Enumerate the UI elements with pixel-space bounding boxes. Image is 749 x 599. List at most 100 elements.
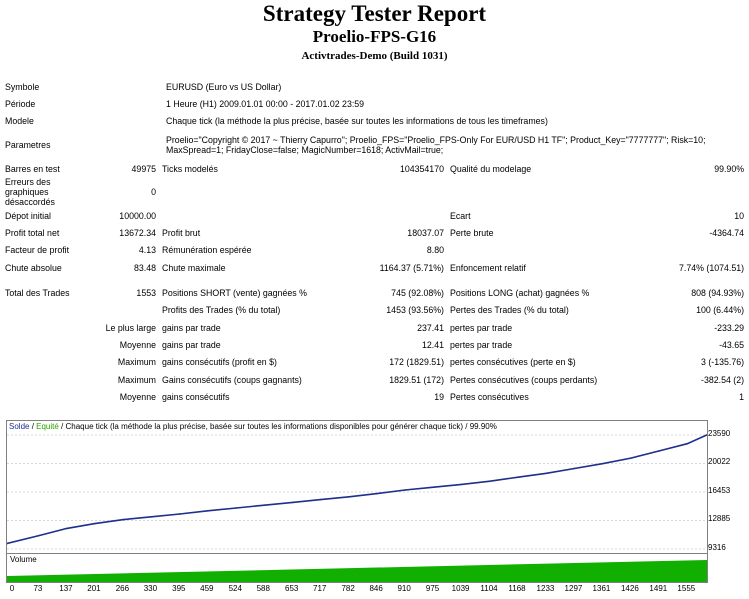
label: Profit brut xyxy=(162,228,201,239)
volume-panel: Volume xyxy=(6,553,708,583)
row-profits-trades: Profits des Trades (% du total) 1453 (93… xyxy=(2,302,747,319)
value: 18037.07 xyxy=(407,228,444,239)
value: 1 Heure (H1) 2009.01.01 00:00 - 2017.01.… xyxy=(166,98,365,109)
label: Le plus large xyxy=(105,322,156,333)
row-trades: Total des Trades 1553 Positions SHORT (v… xyxy=(2,284,747,301)
value: 83.48 xyxy=(133,262,156,273)
row-barres: Barres en test 49975 Ticks modelés 10435… xyxy=(2,160,747,177)
x-tick-label: 717 xyxy=(313,584,327,593)
x-tick-label: 330 xyxy=(143,584,158,593)
label: gains par trade xyxy=(162,322,221,333)
value: Proelio="Copyright © 2017 ~ Thierry Capu… xyxy=(166,134,706,155)
x-tick-label: 266 xyxy=(115,584,130,593)
x-tick-label: 1555 xyxy=(677,584,696,593)
x-tick-label: 653 xyxy=(285,584,299,593)
broker-build: Activtrades-Demo (Build 1031) xyxy=(301,50,448,62)
equity-line xyxy=(7,434,707,544)
value: 4.13 xyxy=(138,245,156,256)
value: 100 (6.44%) xyxy=(696,305,745,316)
balance-point xyxy=(38,534,40,537)
x-tick-label: 1104 xyxy=(480,584,498,593)
x-tick-label: 846 xyxy=(369,584,383,593)
balance-point xyxy=(404,489,406,491)
value: 1829.51 (172) xyxy=(389,374,444,385)
value: 99.90% xyxy=(714,163,745,174)
label: Enfoncement relatif xyxy=(450,262,526,273)
label: Ticks modelés xyxy=(162,163,218,174)
value: Chaque tick (la méthode la plus précise,… xyxy=(166,116,548,127)
value: 19 xyxy=(434,391,444,402)
x-tick-label: 975 xyxy=(425,584,440,593)
label: Dépot initial xyxy=(5,210,51,221)
volume-label: Volume xyxy=(10,555,37,564)
balance-point xyxy=(658,450,661,452)
value: 1553 xyxy=(136,288,156,299)
label: Période xyxy=(5,98,36,109)
label: pertes par trade xyxy=(450,339,513,350)
balance-point xyxy=(94,522,96,525)
y-tick-label: 12885 xyxy=(708,514,731,524)
x-tick-label: 1039 xyxy=(451,584,470,593)
balance-point xyxy=(179,513,181,515)
legend-equite: Equité xyxy=(36,422,59,431)
value: 7.74% (1074.51) xyxy=(679,262,745,273)
x-tick-label: 1491 xyxy=(649,584,668,593)
label: pertes par trade xyxy=(450,322,513,333)
label: Maximum xyxy=(117,374,156,385)
value: -4364.74 xyxy=(709,228,745,239)
label: Positions LONG (achat) gagnées % xyxy=(450,288,590,299)
x-tick-label: 201 xyxy=(87,584,101,593)
volume-plot xyxy=(7,560,707,582)
x-axis: 0 73 137 201 266 330 395 459 524 588 653 717 782 846 9… xyxy=(6,584,746,598)
value: 172 (1829.51) xyxy=(389,357,444,368)
value: 8.80 xyxy=(426,245,444,256)
label: Profits des Trades (% du total) xyxy=(162,305,281,316)
value: 0 xyxy=(151,187,156,198)
y-tick-label: 16453 xyxy=(708,486,731,495)
label: Gains consécutifs (coups gagnants) xyxy=(162,374,302,385)
value: 237.41 xyxy=(417,322,444,333)
row-moyenne-2: Moyenne gains consécutifs 19 Pertes cons… xyxy=(2,388,747,405)
row-erreurs: Erreurs des graphiques désaccordés 0 xyxy=(2,177,747,207)
value: 10 xyxy=(734,210,745,221)
y-tick-label: 23590 xyxy=(708,429,731,438)
chart-plot xyxy=(7,434,707,550)
label: Moyenne xyxy=(119,339,156,350)
legend-separator: / xyxy=(29,422,37,431)
value: 1453 (93.56%) xyxy=(386,305,444,316)
value: -382.54 (2) xyxy=(701,374,745,385)
value: EURUSD (Euro vs US Dollar) xyxy=(166,81,282,92)
x-tick-label: 588 xyxy=(256,584,270,593)
balance-point xyxy=(706,434,707,436)
value: -43.65 xyxy=(719,339,745,350)
balance-point xyxy=(122,518,125,521)
balance-point xyxy=(7,542,8,545)
balance-point xyxy=(630,457,632,459)
label: Maximum xyxy=(117,357,156,368)
balance-point xyxy=(291,501,294,504)
row-modele: Modele Chaque tick (la méthode la plus p… xyxy=(2,113,747,130)
label: Pertes consécutives (coups perdants) xyxy=(450,374,598,385)
label: Symbole xyxy=(5,81,40,92)
value: 10000.00 xyxy=(119,210,156,221)
balance-point xyxy=(545,472,548,475)
x-tick-label: 1168 xyxy=(508,584,526,593)
x-tick-label: 1233 xyxy=(536,584,555,593)
report-table: Symbole EURUSD (Euro vs US Dollar) Pério… xyxy=(2,78,747,405)
balance-point xyxy=(489,480,491,483)
y-tick-label: 9316 xyxy=(708,543,726,552)
x-tick-label: 1297 xyxy=(564,584,583,593)
label: Modele xyxy=(5,116,34,127)
row-large: Le plus large gains par trade 237.41 per… xyxy=(2,319,747,336)
value: 13672.34 xyxy=(119,228,156,239)
balance-point xyxy=(376,492,378,495)
value: 1 xyxy=(739,391,745,402)
chart-caption: Solde / Equité / Chaque tick (la méthode… xyxy=(9,422,497,431)
label: Qualité du modelage xyxy=(450,163,532,174)
legend-solde: Solde xyxy=(9,422,30,431)
balance-point xyxy=(207,509,209,512)
x-tick-label: 782 xyxy=(341,584,355,593)
y-axis: 23590 20022 16453 12885 9316 xyxy=(708,420,748,580)
volume-area xyxy=(7,560,707,582)
balance-point xyxy=(66,527,68,530)
